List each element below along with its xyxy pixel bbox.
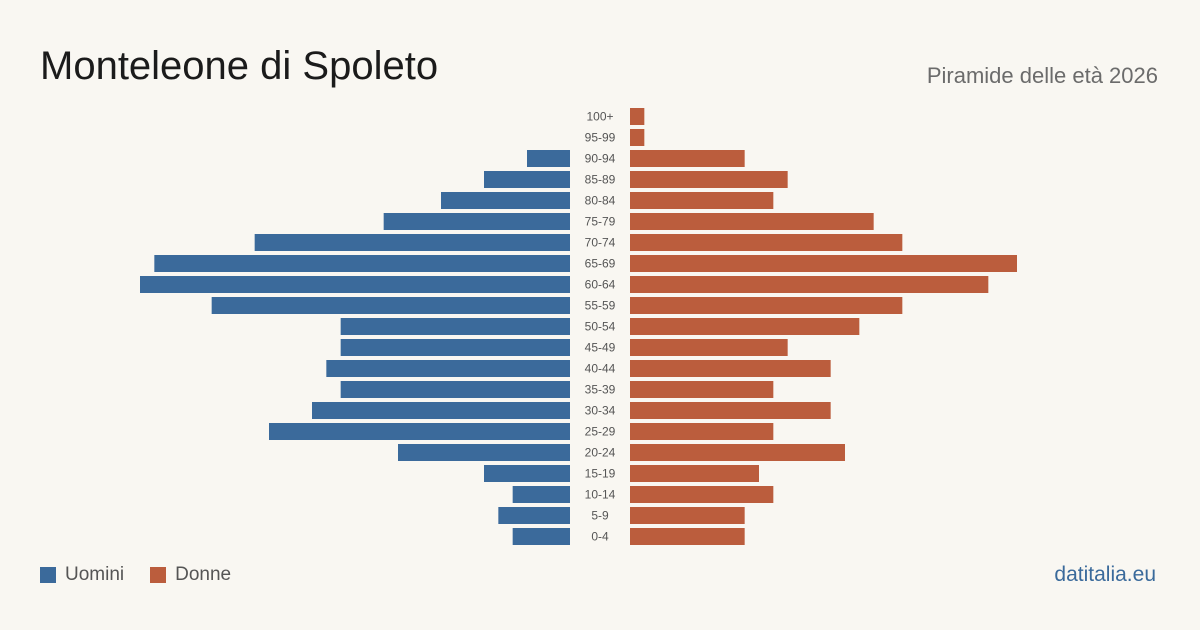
- bar-women-20-24: [630, 444, 845, 461]
- legend-item-men: Uomini: [40, 564, 124, 586]
- age-label-80-84: 80-84: [585, 194, 616, 208]
- age-label-90-94: 90-94: [585, 152, 616, 166]
- bar-women-70-74: [630, 234, 903, 251]
- age-label-15-19: 15-19: [585, 467, 616, 481]
- legend-label-men: Uomini: [65, 564, 125, 585]
- bar-men-90-94: [527, 150, 570, 167]
- legend-label-women: Donne: [175, 564, 232, 585]
- age-label-35-39: 35-39: [585, 383, 616, 397]
- bar-women-25-29: [630, 423, 774, 440]
- bar-men-20-24: [398, 444, 570, 461]
- bar-women-90-94: [630, 150, 745, 167]
- bar-women-85-89: [630, 171, 788, 188]
- age-label-0-4: 0-4: [591, 530, 609, 544]
- bar-women-40-44: [630, 360, 831, 377]
- age-label-100plus: 100+: [586, 110, 613, 124]
- age-label-20-24: 20-24: [585, 446, 616, 460]
- bar-men-30-34: [312, 402, 570, 419]
- bar-men-15-19: [484, 465, 570, 482]
- bar-women-45-49: [630, 339, 788, 356]
- bar-men-25-29: [269, 423, 570, 440]
- bar-men-45-49: [340, 339, 570, 356]
- bar-men-35-39: [340, 381, 570, 398]
- bar-women-80-84: [630, 192, 774, 209]
- bar-women-50-54: [630, 318, 860, 335]
- age-label-50-54: 50-54: [585, 320, 616, 334]
- bar-women-55-59: [630, 297, 903, 314]
- age-label-25-29: 25-29: [585, 425, 616, 439]
- bar-men-10-14: [512, 486, 570, 503]
- bar-men-40-44: [326, 360, 570, 377]
- bar-men-75-79: [383, 213, 570, 230]
- legend-swatch-men: [40, 567, 56, 583]
- bar-men-55-59: [211, 297, 570, 314]
- bar-men-50-54: [340, 318, 570, 335]
- bar-men-80-84: [441, 192, 570, 209]
- bar-women-5-9: [630, 507, 745, 524]
- bar-women-60-64: [630, 276, 989, 293]
- bar-women-15-19: [630, 465, 759, 482]
- bar-men-0-4: [512, 528, 570, 545]
- bar-women-0-4: [630, 528, 745, 545]
- age-label-30-34: 30-34: [585, 404, 616, 418]
- bar-men-60-64: [140, 276, 570, 293]
- age-label-40-44: 40-44: [585, 362, 616, 376]
- bar-women-100plus: [630, 108, 645, 125]
- legend-item-women: Donne: [150, 564, 231, 586]
- age-label-75-79: 75-79: [585, 215, 616, 229]
- bar-women-30-34: [630, 402, 831, 419]
- bar-men-5-9: [498, 507, 570, 524]
- bar-women-65-69: [630, 255, 1017, 272]
- legend-swatch-women: [150, 567, 167, 583]
- source-link[interactable]: datitalia.eu: [1054, 563, 1156, 586]
- chart-subtitle: Piramide delle età 2026: [926, 63, 1158, 88]
- bar-women-95-99: [630, 129, 645, 146]
- bar-women-35-39: [630, 381, 774, 398]
- age-label-65-69: 65-69: [585, 257, 616, 271]
- bar-men-65-69: [154, 255, 571, 272]
- age-label-45-49: 45-49: [585, 341, 616, 355]
- age-label-10-14: 10-14: [585, 488, 616, 502]
- bar-men-85-89: [484, 171, 570, 188]
- page-title: Monteleone di Spoleto: [40, 44, 439, 88]
- age-label-85-89: 85-89: [585, 173, 616, 187]
- bar-women-75-79: [630, 213, 874, 230]
- age-label-60-64: 60-64: [585, 278, 616, 292]
- legend: Uomini Donne: [40, 564, 257, 586]
- age-label-55-59: 55-59: [585, 299, 616, 313]
- age-label-95-99: 95-99: [585, 131, 616, 145]
- age-label-70-74: 70-74: [585, 236, 616, 250]
- bar-men-70-74: [254, 234, 570, 251]
- age-label-5-9: 5-9: [591, 509, 609, 523]
- bar-women-10-14: [630, 486, 774, 503]
